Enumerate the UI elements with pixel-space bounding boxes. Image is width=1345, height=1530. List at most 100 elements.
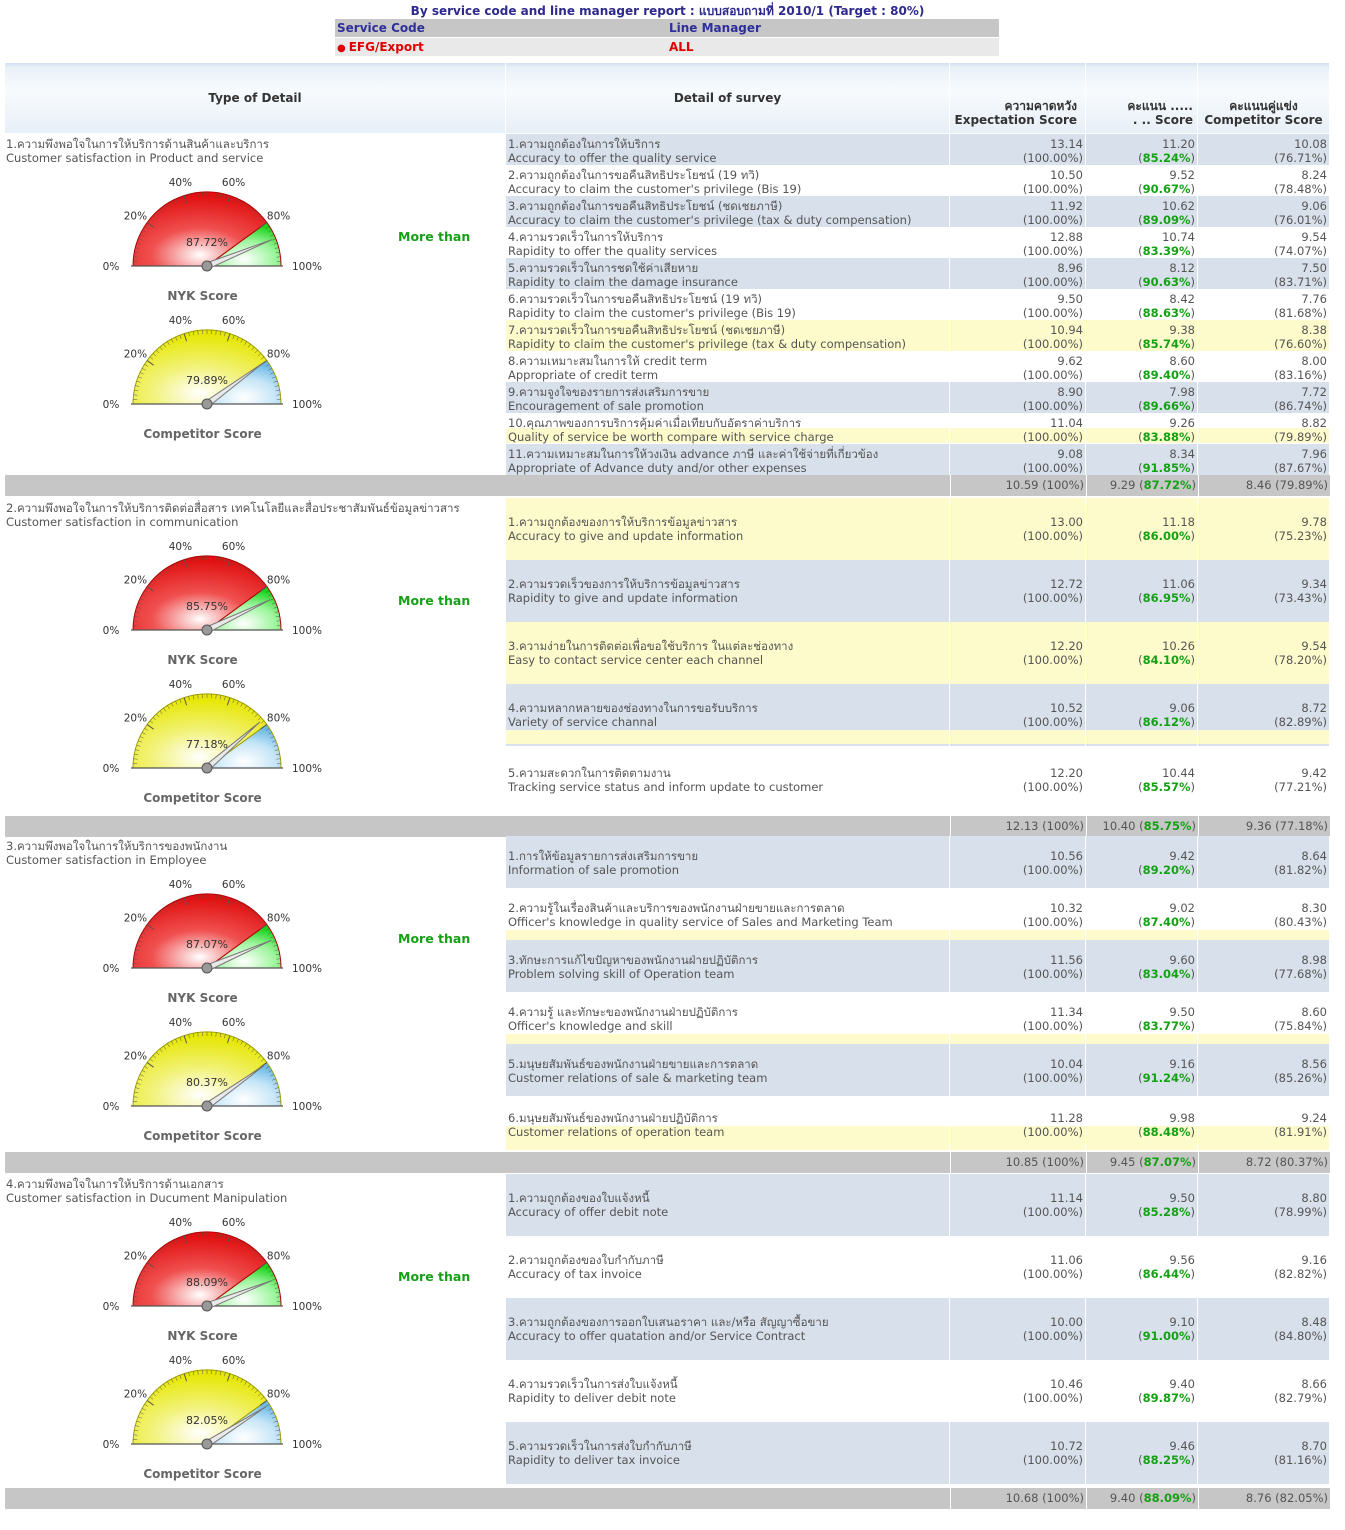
row-cell: 12.72 (100.00%) [950,560,1086,622]
competitor-header-th: คะแนนคู่แข่ง [1229,99,1298,113]
nyk-value: 9.38 (85.74%) [1138,323,1195,351]
gauge-tick [268,230,272,233]
row-cell: 9.50 (100.00%) [950,289,1086,320]
survey-section: 3.ความพึงพอใจในการให้บริการของพนักงาน Cus… [5,836,1330,1173]
survey-item-text: 5.ความสะดวกในการติดตามงาน Tracking servic… [508,766,823,794]
section-title-th: 1.ความพึงพอใจในการให้บริการด้านสินค้าและ… [6,137,270,151]
table-row[interactable]: 9.50 (100.00%) 8.42 (88.63%) 7.76 (81.68%) 6.ค… [506,289,1330,320]
gauge-tick [159,346,163,351]
table-row[interactable]: 12.20 (100.00%) 10.26 (84.10%) 9.54 (78.20%) 3… [506,622,1330,684]
row-cell [506,165,950,196]
section-title: 1.ความพึงพอใจในการให้บริการด้านสินค้าและ… [6,137,269,165]
gauge-tick [188,1234,190,1239]
line-manager-header: Line Manager [669,21,761,35]
gauge-tick [271,238,276,241]
gauge-pivot [201,398,213,410]
expectation-value: 10.00 (100.00%) [1023,1315,1083,1343]
expectation-score: 11.04 [1050,416,1083,430]
nyk-value: 8.60 (89.40%) [1138,354,1195,382]
row-cell: 11.18 (86.00%) [1086,498,1198,560]
survey-item-th: 6.ความรวดเร็วในการขอคืนสิทธิประโยชน์ (19… [508,292,763,306]
gauge-tick [156,349,160,354]
survey-item-text: 3.ความถูกต้องของการออกใบเสนอราคา และ/หรื… [508,1315,829,1343]
table-row[interactable]: 12.88 (100.00%) 10.74 (83.39%) 9.54 (74.07%) 4… [506,227,1330,258]
nyk-percent-wrap: (89.09%) [1138,213,1195,227]
survey-item-text: 6.มนุษยสัมพันธ์ของพนักงานฝ่ายปฏิบัติการ C… [508,1111,724,1139]
table-row[interactable]: 10.46 (100.00%) 9.40 (89.87%) 8.66 (82.79%) 4.… [506,1360,1330,1422]
table-row[interactable]: 9.08 (100.00%) 8.34 (91.85%) 7.96 (87.67%) 11.… [506,444,1330,475]
table-row[interactable]: 10.04 (100.00%) 9.16 (91.24%) 8.56 (85.26%) 5.… [506,1044,1330,1096]
gauge-tick [275,1091,280,1094]
gauge-tick [265,1404,270,1407]
competitor-value: 8.98 (77.68%) [1274,953,1327,981]
table-row[interactable]: 10.94 (100.00%) 9.38 (85.74%) 8.38 (76.60%) 7.… [506,320,1330,351]
table-row[interactable]: 10.50 (100.00%) 9.52 (90.67%) 8.24 (78.48%) 2.… [506,165,1330,196]
table-row[interactable]: 10.72 (100.00%) 9.46 (88.25%) 8.70 (81.16%) 5.… [506,1422,1330,1484]
table-row[interactable]: 11.04 (100.00%) 9.26 (83.88%) 8.82 (79.89%) 10… [506,413,1330,444]
nyk-value: 9.50 (83.77%) [1138,1005,1195,1033]
service-code-value[interactable]: ● EFG/Export [335,38,667,56]
gauge-tick-label: 80% [267,210,290,222]
gauge-tick [275,389,280,392]
gauge-tick [247,707,251,712]
row-stripe [1198,529,1329,560]
row-cell [506,560,950,622]
survey-item-text: 10.คุณภาพของการบริการคุ้มค่าเมื่อเทียบกั… [508,416,834,444]
expectation-value: 9.08 (100.00%) [1023,447,1083,475]
table-row[interactable]: 13.00 (100.00%) 11.18 (86.00%) 9.78 (75.23%) 1… [506,498,1330,560]
gauge-tick [134,389,139,392]
gauge-tick [257,917,262,921]
table-row[interactable]: 11.06 (100.00%) 9.56 (86.44%) 9.16 (82.82%) 2.… [506,1236,1330,1298]
gauge-tick [149,920,154,924]
section-summary-row: 10.59 (100%) 9.29 (87.72%) 8.46 (79.89%) [5,475,1330,496]
gauge-tick [192,1233,195,1238]
table-row[interactable]: 13.14 (100.00%) 11.20 (85.24%) 10.08 (76.71%)… [506,134,1330,165]
gauge-tick-label: 20% [124,574,147,586]
table-row[interactable]: 9.62 (100.00%) 8.60 (89.40%) 8.00 (83.16%) 8.ค… [506,351,1330,382]
summary-competitor: 8.46 (79.89%) [1198,475,1330,496]
table-row[interactable]: 11.92 (100.00%) 10.62 (89.09%) 9.06 (76.01%) 3… [506,196,1330,227]
summary-nyk-percent: 85.75% [1143,819,1192,833]
table-row[interactable]: 10.52 (100.00%) 9.06 (86.12%) 8.72 (82.89%) 4.… [506,684,1330,746]
gauge-tick-label: 20% [124,712,147,724]
gauge-tick [226,195,231,204]
table-row[interactable]: 8.90 (100.00%) 7.98 (89.66%) 7.72 (86.74%) 9.ค… [506,382,1330,413]
survey-item-en: Rapidity to claim the customer's privile… [508,306,796,320]
summary-expectation: 10.85 (100%) [950,1152,1086,1173]
gauge-tick-label: 40% [169,879,192,891]
gauge-tick [183,1235,188,1244]
expectation-score: 11.28 [1050,1111,1083,1125]
table-row[interactable]: 11.28 (100.00%) 9.98 (88.48%) 9.24 (81.91%) 6.… [506,1096,1330,1150]
table-row[interactable]: 8.96 (100.00%) 8.12 (90.63%) 7.50 (83.71%) 5.ค… [506,258,1330,289]
table-row[interactable]: 12.20 (100.00%) 10.44 (85.57%) 9.42 (77.21%) 5… [506,746,1330,809]
gauge-tick [251,1248,255,1253]
row-cell: 9.06 (86.12%) [1086,684,1198,746]
gauge-tick [139,1412,144,1415]
table-row[interactable]: 10.56 (100.00%) 9.42 (89.20%) 8.64 (81.82%) 1.… [506,836,1330,888]
table-row[interactable]: 11.14 (100.00%) 9.50 (85.28%) 8.80 (78.99%) 1.… [506,1174,1330,1236]
gauge-tick [167,203,170,208]
expectation-score: 10.94 [1050,323,1083,337]
survey-item-en: Information of sale promotion [508,863,680,877]
table-row[interactable]: 12.72 (100.00%) 11.06 (86.95%) 9.34 (73.43%) 2… [506,560,1330,622]
row-cell: 8.96 (100.00%) [950,258,1086,289]
table-row[interactable]: 10.00 (100.00%) 9.10 (91.00%) 8.48 (84.80%) 3.… [506,1298,1330,1360]
gauge-tick [240,1241,243,1245]
gauge-tick [133,758,138,760]
row-cell: 10.52 (100.00%) [950,684,1086,746]
competitor-score: 9.54 [1301,639,1327,653]
survey-item-en: Rapidity to deliver tax invoice [508,1453,680,1467]
gauge-tick [219,1371,222,1376]
table-row[interactable]: 11.34 (100.00%) 9.50 (83.77%) 8.60 (75.84%) 4.… [506,992,1330,1044]
survey-item-text: 9.ความจูงใจของรายการส่งเสริมการขาย Encour… [508,385,709,413]
gauge-tick [265,590,270,593]
expectation-score: 12.20 [1050,766,1083,780]
row-stripe [506,1126,949,1150]
competitor-percent: (79.89%) [1274,430,1327,444]
gauge-tick [271,1278,276,1281]
table-row[interactable]: 11.56 (100.00%) 9.60 (83.04%) 8.98 (77.68%) 3.… [506,940,1330,992]
gauge-tick [183,333,188,342]
table-row[interactable]: 10.32 (100.00%) 9.02 (87.40%) 8.30 (80.43%) 2.… [506,888,1330,940]
row-cell [506,196,950,227]
survey-item-text: 3.ทักษะการแก้ไขปัญหาของพนักงานฝ่ายปฏิบัต… [508,953,758,981]
